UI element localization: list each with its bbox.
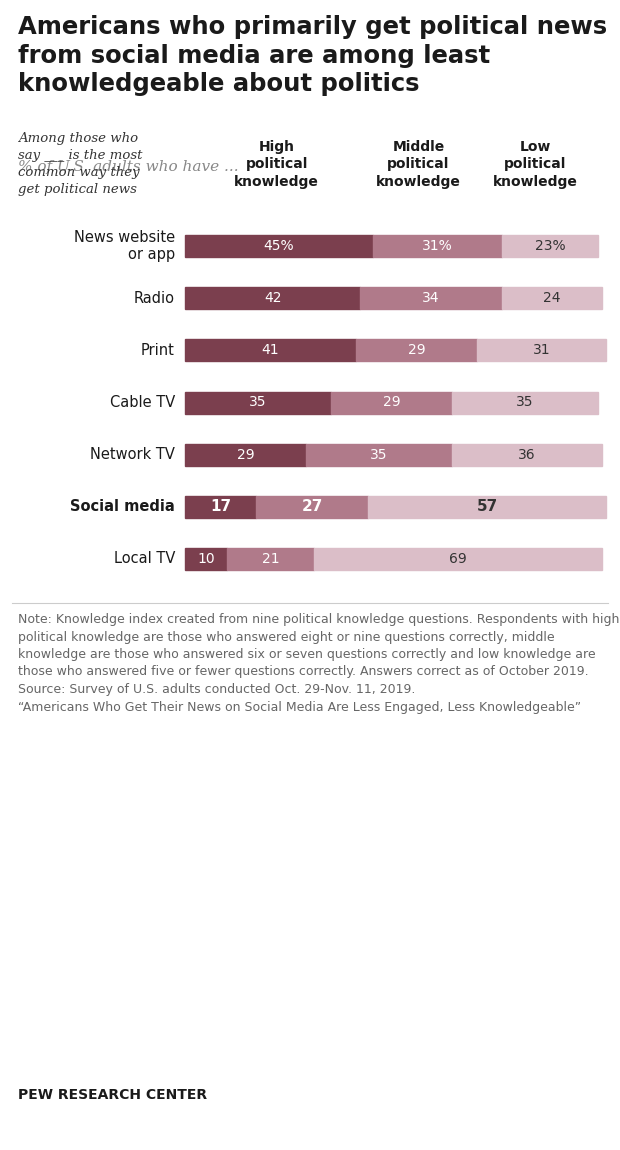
Bar [452,444,602,466]
Text: Social media: Social media [70,499,175,514]
Text: Low
political
knowledge: Low political knowledge [493,140,578,189]
Text: 29: 29 [407,344,425,358]
Text: Middle
political
knowledge: Middle political knowledge [376,140,461,189]
Text: 45%: 45% [264,239,294,253]
Text: Americans who primarily get political news
from social media are among least
kno: Americans who primarily get political ne… [18,15,607,97]
Bar [368,496,606,518]
Text: 35: 35 [249,396,267,409]
Bar [314,547,602,570]
Text: Cable TV: Cable TV [110,394,175,411]
Bar [360,288,502,309]
Text: 29: 29 [237,447,254,461]
Bar [477,339,606,361]
Text: 21: 21 [262,552,279,566]
Text: 10: 10 [197,552,215,566]
Text: 29: 29 [383,396,401,409]
Text: 35: 35 [370,447,388,461]
Bar [185,339,356,361]
Text: 35: 35 [516,396,534,409]
Text: 23%: 23% [534,239,565,253]
Text: News website
or app: News website or app [74,230,175,262]
Bar [185,547,227,570]
Text: 31: 31 [533,344,551,358]
Bar [356,339,477,361]
Text: 34: 34 [422,291,440,305]
Text: Print: Print [141,343,175,358]
Bar [256,496,368,518]
Bar [185,391,331,414]
Text: 36: 36 [518,447,536,461]
Text: Network TV: Network TV [90,447,175,462]
Text: PEW RESEARCH CENTER: PEW RESEARCH CENTER [18,1088,207,1102]
Bar [227,547,314,570]
Text: 41: 41 [262,344,279,358]
Text: High
political
knowledge: High political knowledge [234,140,319,189]
Text: % of U.S. adults who have ...: % of U.S. adults who have ... [18,160,239,174]
Bar [185,288,360,309]
Bar [185,235,373,258]
Bar [502,235,598,258]
Text: 17: 17 [210,499,231,514]
Text: 42: 42 [264,291,281,305]
Bar [185,496,256,518]
Text: 31%: 31% [422,239,453,253]
Text: 27: 27 [301,499,323,514]
Bar [502,288,602,309]
Text: Local TV: Local TV [113,552,175,567]
Bar [306,444,452,466]
Text: Radio: Radio [134,291,175,306]
Text: 69: 69 [450,552,467,566]
Text: 24: 24 [543,291,560,305]
Text: 57: 57 [477,499,498,514]
Text: Among those who
say ___ is the most
common way they
get political news: Among those who say ___ is the most comm… [18,132,143,196]
Bar [452,391,598,414]
Bar [331,391,452,414]
Bar [185,444,306,466]
Text: Note: Knowledge index created from nine political knowledge questions. Responden: Note: Knowledge index created from nine … [18,613,619,713]
Bar [373,235,502,258]
